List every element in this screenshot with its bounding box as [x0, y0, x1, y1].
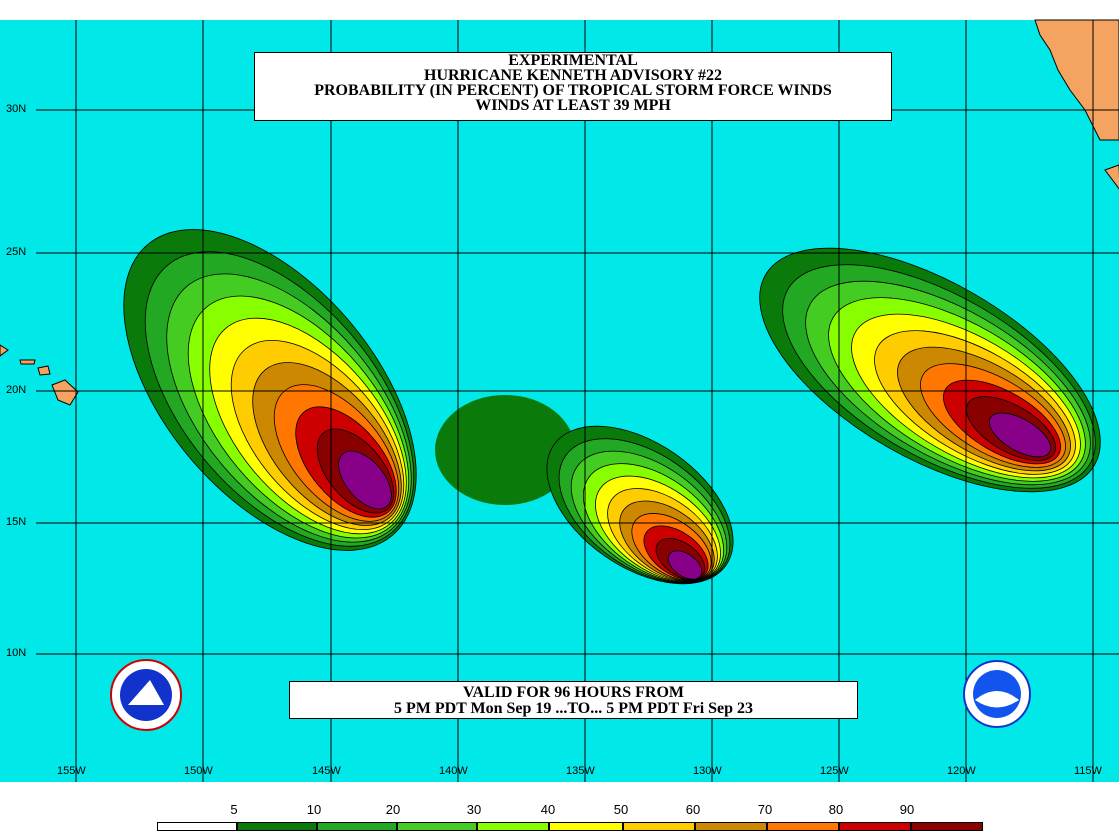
- valid-line-1: VALID FOR 96 HOURS FROM: [462, 684, 685, 701]
- logo-noaa: [963, 660, 1031, 728]
- legend-label-50: 50: [613, 802, 629, 817]
- lon-label-120w: 120W: [947, 765, 976, 777]
- storm-swath-bridge: [435, 395, 575, 505]
- legend-swatch: [237, 822, 317, 831]
- storm-swath-west-level-11: [338, 450, 392, 510]
- legend-label-40: 40: [540, 802, 556, 817]
- legend-label-70: 70: [757, 802, 773, 817]
- lat-label-15n: 15N: [6, 516, 27, 528]
- legend-swatch: [477, 822, 549, 831]
- storm-swath-central: [546, 425, 734, 585]
- legend-label-30: 30: [466, 802, 482, 817]
- hawaii-maui: [37, 365, 51, 376]
- legend-swatch: [317, 822, 397, 831]
- valid-box: VALID FOR 96 HOURS FROM 5 PM PDT Mon Sep…: [289, 681, 858, 719]
- lon-label-145w: 145W: [312, 765, 341, 777]
- legend-label-20: 20: [385, 802, 401, 817]
- lon-label-135w: 135W: [566, 765, 595, 777]
- lon-label-155w: 155W: [57, 765, 86, 777]
- storm-swath-east-level-11: [988, 412, 1052, 458]
- lon-label-130w: 130W: [693, 765, 722, 777]
- legend-label-60: 60: [685, 802, 701, 817]
- storm-swath-east: [759, 247, 1101, 493]
- title-box: EXPERIMENTAL HURRICANE KENNETH ADVISORY …: [254, 52, 892, 121]
- legend-label-90: 90: [899, 802, 915, 817]
- legend-label-10: 10: [306, 802, 322, 817]
- legend-label-5: 5: [230, 802, 238, 817]
- hawaii-big-island: [51, 379, 79, 406]
- logo-nws: [110, 659, 182, 731]
- lon-label-140w: 140W: [439, 765, 468, 777]
- baja-tip: [1104, 164, 1119, 190]
- contour-layer: [123, 229, 1101, 585]
- title-line-3: PROBABILITY (IN PERCENT) OF TROPICAL STO…: [314, 82, 832, 99]
- hawaii-molokai: [19, 359, 36, 365]
- storm-swath-west: [123, 229, 417, 551]
- legend-swatch: [397, 822, 477, 831]
- lat-label-25n: 25N: [6, 246, 27, 258]
- lat-label-30n: 30N: [6, 103, 27, 115]
- title-line-4: WINDS AT LEAST 39 MPH: [475, 97, 671, 114]
- title-line-1: EXPERIMENTAL: [508, 52, 638, 69]
- legend-swatch: [767, 822, 839, 831]
- lat-label-10n: 10N: [6, 647, 27, 659]
- lon-label-115w: 115W: [1074, 765, 1102, 777]
- lat-label-20n: 20N: [6, 384, 27, 396]
- legend-label-80: 80: [828, 802, 844, 817]
- lon-label-125w: 125W: [820, 765, 849, 777]
- lon-label-150w: 150W: [184, 765, 213, 777]
- legend-color-bar: [157, 822, 983, 831]
- legend-swatch: [695, 822, 767, 831]
- hawaii-oahu: [0, 344, 9, 357]
- legend-swatch: [839, 822, 911, 831]
- valid-line-2: 5 PM PDT Mon Sep 19 ...TO... 5 PM PDT Fr…: [393, 700, 754, 717]
- legend-swatch: [549, 822, 623, 831]
- storm-swath-central-level-11: [667, 550, 703, 580]
- legend-swatch: [911, 822, 983, 831]
- legend-swatch: [157, 822, 237, 831]
- legend-swatch: [623, 822, 695, 831]
- title-line-2: HURRICANE KENNETH ADVISORY #22: [424, 67, 722, 84]
